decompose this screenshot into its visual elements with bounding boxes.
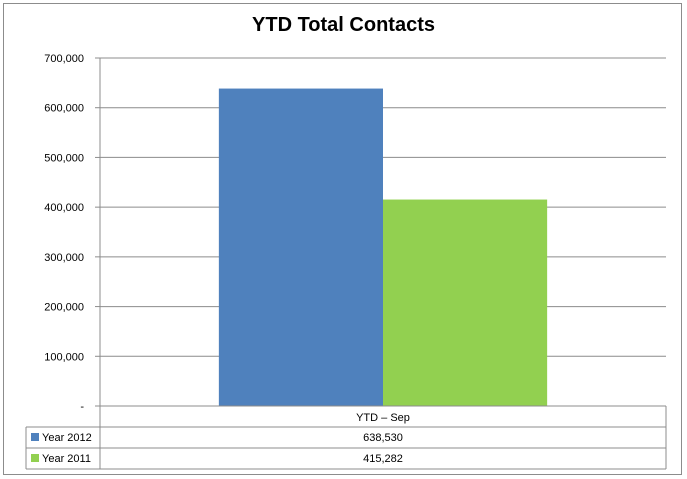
bar bbox=[218, 88, 383, 406]
y-tick-label: 300,000 bbox=[44, 252, 84, 264]
y-tick-label: 200,000 bbox=[44, 302, 84, 314]
y-tick-label: 700,000 bbox=[44, 53, 84, 65]
chart-title: YTD Total Contacts bbox=[252, 14, 435, 36]
legend-entry: Year 2012 bbox=[42, 432, 92, 444]
data-label: 415,282 bbox=[363, 453, 403, 465]
y-tick-label: - bbox=[80, 401, 84, 413]
legend-entry: Year 2011 bbox=[42, 453, 91, 465]
bar bbox=[383, 199, 548, 406]
legend-swatch bbox=[31, 433, 39, 441]
y-tick-label: 100,000 bbox=[44, 351, 84, 363]
data-label: 638,530 bbox=[363, 432, 403, 444]
y-tick-label: 600,000 bbox=[44, 103, 84, 115]
category-label: YTD – Sep bbox=[356, 412, 410, 424]
y-tick-label: 400,000 bbox=[44, 202, 84, 214]
legend-swatch bbox=[31, 454, 39, 462]
y-tick-label: 500,000 bbox=[44, 152, 84, 164]
